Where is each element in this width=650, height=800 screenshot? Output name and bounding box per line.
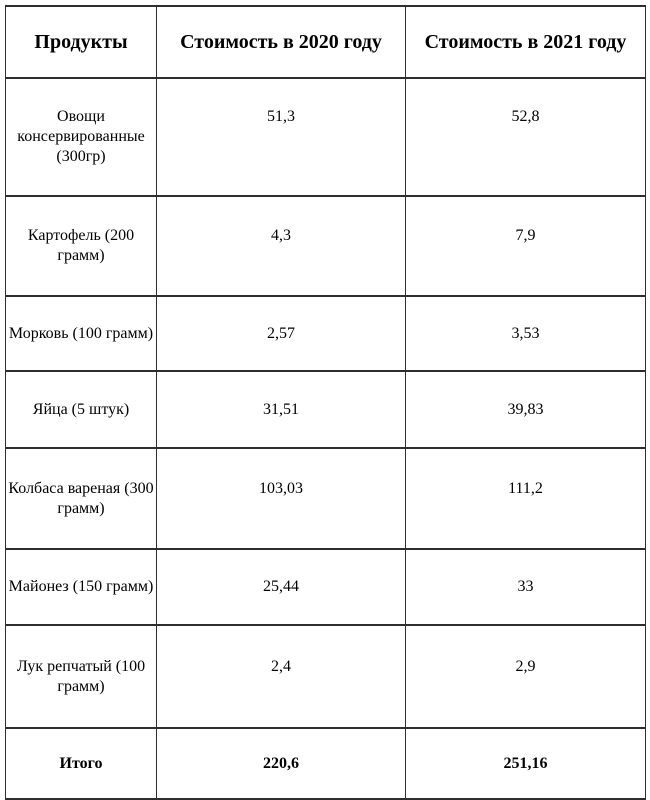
product-cell: Яйца (5 штук) [5, 370, 157, 449]
table-row: Лук репчатый (100 грамм) 2,4 2,9 [5, 624, 646, 729]
cost-2020-cell: 4,3 [156, 195, 406, 297]
cost-2021-cell: 39,83 [405, 370, 646, 449]
total-cost-2021-cell: 251,16 [405, 727, 646, 800]
total-row: Итого 220,6 251,16 [5, 727, 646, 800]
total-cost-2020-cell: 220,6 [156, 727, 406, 800]
cost-2020-cell: 2,57 [156, 295, 406, 372]
product-cell: Колбаса вареная (300 грамм) [5, 447, 157, 550]
product-cell: Картофель (200 грамм) [5, 195, 157, 297]
cost-2020-cell: 31,51 [156, 370, 406, 449]
cost-2021-cell: 52,8 [405, 77, 646, 197]
product-cell: Майонез (150 грамм) [5, 548, 157, 626]
cost-2020-cell: 51,3 [156, 77, 406, 197]
cost-2020-cell: 2,4 [156, 624, 406, 729]
table-row: Колбаса вареная (300 грамм) 103,03 111,2 [5, 447, 646, 550]
column-header-cost-2020: Стоимость в 2020 году [156, 5, 406, 79]
column-header-cost-2021: Стоимость в 2021 году [405, 5, 646, 79]
cost-2021-cell: 111,2 [405, 447, 646, 550]
total-label-cell: Итого [5, 727, 157, 800]
cost-2020-cell: 25,44 [156, 548, 406, 626]
table-row: Картофель (200 грамм) 4,3 7,9 [5, 195, 646, 297]
product-cell: Морковь (100 грамм) [5, 295, 157, 372]
cost-2021-cell: 3,53 [405, 295, 646, 372]
price-table: Продукты Стоимость в 2020 году Стоимость… [5, 5, 646, 800]
column-header-products: Продукты [5, 5, 157, 79]
product-cell: Лук репчатый (100 грамм) [5, 624, 157, 729]
table-row: Майонез (150 грамм) 25,44 33 [5, 548, 646, 626]
cost-2021-cell: 33 [405, 548, 646, 626]
table-row: Морковь (100 грамм) 2,57 3,53 [5, 295, 646, 372]
cost-2020-cell: 103,03 [156, 447, 406, 550]
table-row: Овощи консервированные (300гр) 51,3 52,8 [5, 77, 646, 197]
table-row: Яйца (5 штук) 31,51 39,83 [5, 370, 646, 449]
cost-2021-cell: 7,9 [405, 195, 646, 297]
product-cell: Овощи консервированные (300гр) [5, 77, 157, 197]
header-row: Продукты Стоимость в 2020 году Стоимость… [5, 5, 646, 79]
cost-2021-cell: 2,9 [405, 624, 646, 729]
